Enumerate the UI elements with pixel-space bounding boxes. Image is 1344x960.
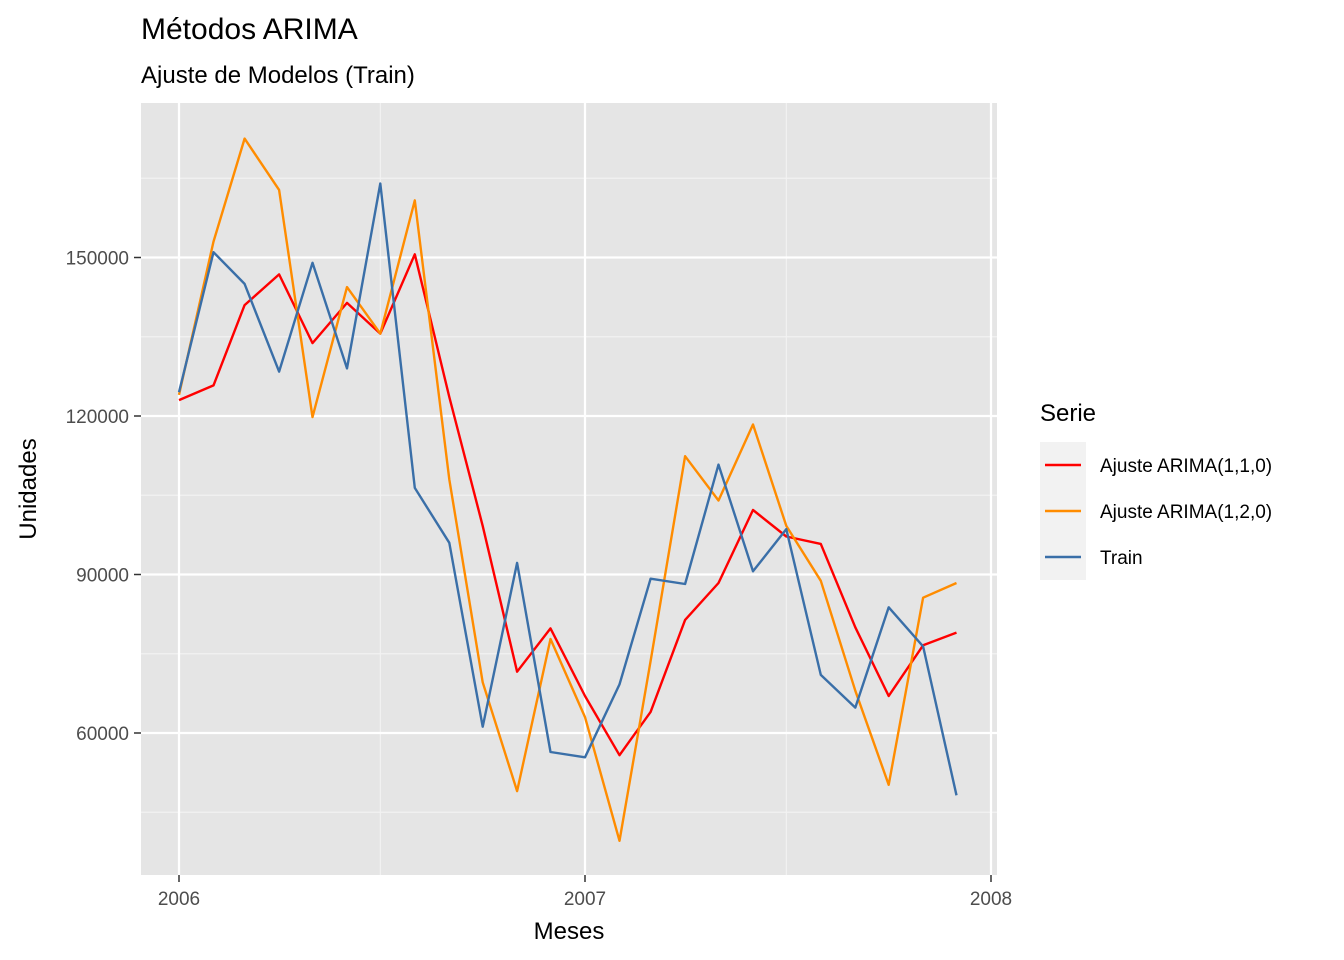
x-axis: 2006 2007 2008 — [158, 875, 1012, 910]
x-axis-title: Meses — [534, 918, 605, 945]
series-line-3 — [177, 182, 958, 796]
grid-major — [141, 103, 997, 875]
legend-title: Serie — [1040, 400, 1096, 427]
y-axis: 60000 90000 120000 150000 — [66, 249, 141, 745]
y-tick-label: 60000 — [76, 724, 129, 745]
chart-subtitle: Ajuste de Modelos (Train) — [141, 62, 415, 89]
y-tick-label: 150000 — [66, 249, 129, 270]
grid-minor — [141, 103, 997, 875]
legend-label: Ajuste ARIMA(1,2,0) — [1100, 502, 1272, 523]
chart-title: Métodos ARIMA — [141, 13, 358, 46]
legend: Serie Ajuste ARIMA(1,1,0) Ajuste ARIMA(1,… — [1040, 400, 1272, 580]
x-tick-label: 2008 — [970, 889, 1012, 910]
series-line-1 — [178, 253, 957, 757]
legend-label: Train — [1100, 548, 1143, 569]
series-line-2 — [177, 137, 957, 842]
y-tick-label: 120000 — [66, 407, 129, 428]
plot-panel — [141, 103, 997, 875]
y-axis-title: Unidades — [15, 438, 42, 539]
x-tick-label: 2007 — [564, 889, 606, 910]
x-tick-label: 2006 — [158, 889, 200, 910]
y-tick-label: 90000 — [76, 566, 129, 587]
series-lines — [177, 137, 958, 842]
legend-label: Ajuste ARIMA(1,1,0) — [1100, 456, 1272, 477]
